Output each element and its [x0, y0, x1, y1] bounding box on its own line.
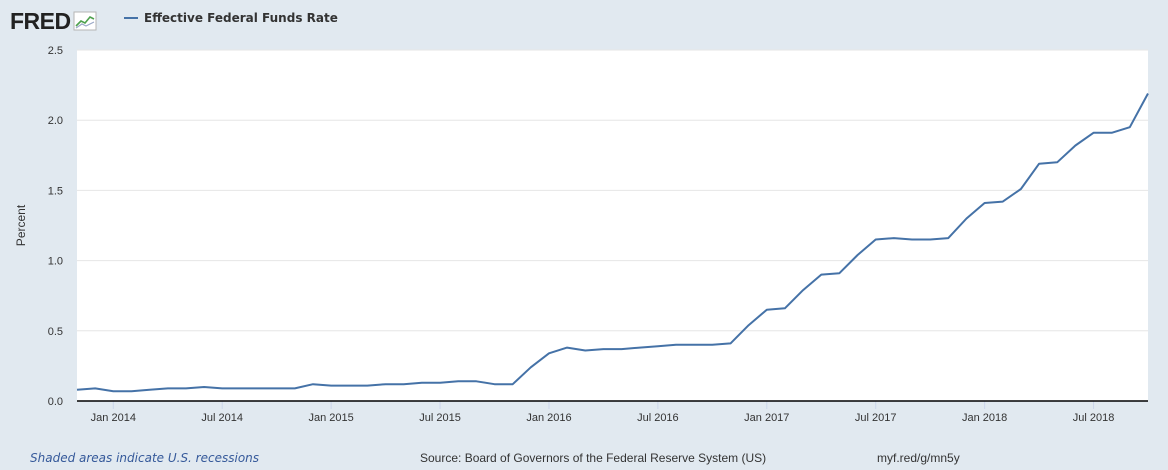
x-tick-label: Jul 2014 — [201, 412, 243, 424]
series-line-effective-federal-funds-rate[interactable] — [76, 93, 1149, 393]
short-url[interactable]: myf.red/g/mn5y — [877, 451, 960, 465]
x-tick-label: Jul 2018 — [1073, 412, 1115, 424]
x-tick-label: Jul 2017 — [855, 412, 897, 424]
y-tick-label: 2.5 — [48, 45, 63, 57]
y-tick-label: 1.5 — [48, 185, 63, 197]
x-tick-label: Jan 2016 — [526, 412, 571, 424]
fred-logo-text: FRED — [10, 7, 71, 34]
legend-label: Effective Federal Funds Rate — [144, 11, 338, 25]
source-note: Source: Board of Governors of the Federa… — [420, 451, 767, 465]
plot-area — [77, 50, 1148, 401]
x-tick-label: Jul 2015 — [419, 412, 461, 424]
chart-legend: Effective Federal Funds Rate — [124, 11, 338, 25]
x-tick-label: Jan 2014 — [91, 412, 136, 424]
y-tick-label: 2.0 — [48, 115, 63, 127]
recession-note[interactable]: Shaded areas indicate U.S. recessions — [30, 451, 260, 465]
y-tick-label: 1.0 — [48, 256, 63, 268]
gridlines — [77, 49, 1148, 332]
line-graph-icon — [73, 11, 97, 31]
x-tick-label: Jan 2017 — [744, 412, 789, 424]
x-tick-label: Jul 2016 — [637, 412, 679, 424]
x-tick-label: Jan 2018 — [962, 412, 1007, 424]
y-tick-label: 0.0 — [48, 396, 63, 408]
y-axis-ticks: 0.0 0.5 1.0 1.5 2.0 2.5 — [48, 45, 63, 408]
x-axis-ticks: Jan 2014 Jul 2014 Jan 2015 Jul 2015 Jan 2016… — [91, 401, 1115, 424]
fred-logo[interactable]: FRED — [10, 7, 97, 35]
legend-swatch — [124, 17, 138, 19]
x-tick-label: Jan 2015 — [309, 412, 354, 424]
y-axis-title: Percent — [14, 204, 28, 246]
y-tick-label: 0.5 — [48, 326, 63, 338]
